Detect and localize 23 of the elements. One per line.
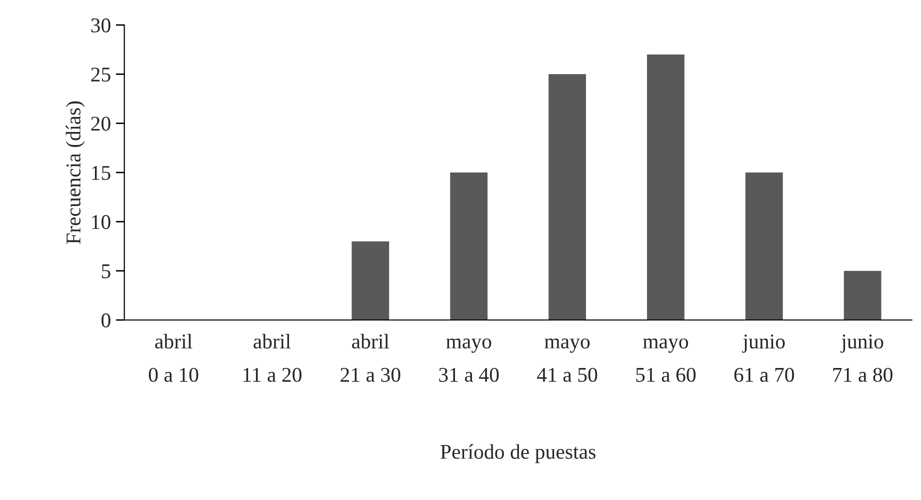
x-tick-label: junio 61 a 70 <box>734 334 794 382</box>
y-tick-label: 15 <box>92 166 110 180</box>
y-tick-label: 30 <box>91 18 110 32</box>
x-tick-label: mayo 41 a 50 <box>537 338 598 382</box>
bar <box>352 241 390 320</box>
x-tick-label: abril 11 a 20 <box>244 334 302 382</box>
y-axis-title: Frecuencia (días) <box>66 101 85 244</box>
y-tick-label: 20 <box>91 116 110 131</box>
bar <box>844 270 882 320</box>
bar <box>745 172 783 320</box>
x-tick-label: mayo 31 a 40 <box>439 338 499 382</box>
x-tick-label: junio 71 a 80 <box>833 334 892 382</box>
bar <box>548 74 586 320</box>
bar <box>647 54 684 320</box>
y-tick-label: 25 <box>91 68 110 82</box>
y-tick-label: 10 <box>92 215 110 230</box>
y-tick-label: 5 <box>102 264 110 278</box>
y-tick-label: 0 <box>102 313 110 328</box>
x-axis-title: Período de puestas <box>440 444 596 464</box>
bar <box>450 172 488 320</box>
x-tick-label: abril 0 a 10 <box>148 334 198 382</box>
x-tick-label: abril 21 a 30 <box>340 334 400 382</box>
x-tick-label: mayo 51 a 60 <box>636 338 696 382</box>
